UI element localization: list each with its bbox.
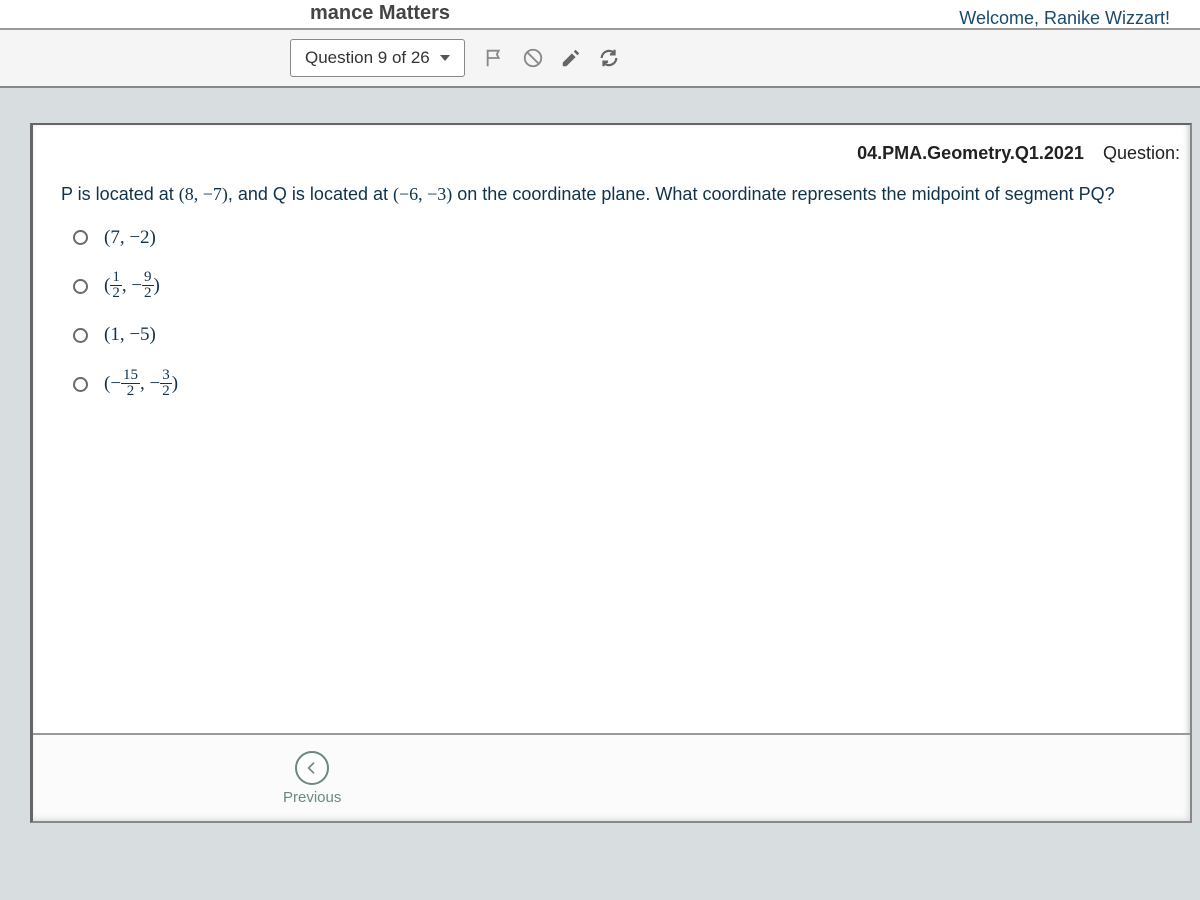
welcome-message: Welcome, Ranike Wizzart!	[959, 8, 1170, 29]
question-body: P is located at (8, −7), and Q is locate…	[33, 174, 1190, 400]
question-text-mid: , and Q is located at	[228, 184, 393, 204]
question-selector-dropdown[interactable]: Question 9 of 26	[290, 39, 465, 77]
pencil-icon[interactable]	[559, 46, 583, 70]
question-text: P is located at (8, −7), and Q is locate…	[61, 180, 1170, 209]
refresh-icon[interactable]	[597, 46, 621, 70]
chevron-down-icon	[440, 55, 450, 61]
p-coordinate: (8, −7)	[179, 184, 228, 204]
toolbar: Question 9 of 26	[0, 30, 1200, 88]
previous-button[interactable]: Previous	[283, 751, 341, 806]
question-panel: 04.PMA.Geometry.Q1.2021 Question: P is l…	[30, 123, 1192, 823]
answer-option-1[interactable]: (7, −2)	[73, 223, 1170, 253]
q-coordinate: (−6, −3)	[393, 184, 452, 204]
question-selector-label: Question 9 of 26	[305, 48, 430, 68]
block-icon[interactable]	[521, 46, 545, 70]
answer-text: (1, −5)	[104, 320, 156, 350]
tool-icons-group	[483, 46, 621, 70]
question-code: 04.PMA.Geometry.Q1.2021	[857, 143, 1084, 163]
radio-button[interactable]	[73, 328, 88, 343]
answer-option-2[interactable]: (12, −92)	[73, 271, 1170, 302]
arrow-left-icon	[295, 751, 329, 785]
radio-button[interactable]	[73, 377, 88, 392]
question-meta: 04.PMA.Geometry.Q1.2021 Question:	[33, 125, 1190, 174]
question-label: Question:	[1103, 143, 1180, 163]
radio-button[interactable]	[73, 230, 88, 245]
answer-option-3[interactable]: (1, −5)	[73, 320, 1170, 350]
answer-text: (−152, −32)	[104, 369, 178, 400]
flag-icon[interactable]	[483, 46, 507, 70]
bottom-nav: Previous	[33, 733, 1190, 821]
question-text-suffix: on the coordinate plane. What coordinate…	[452, 184, 1114, 204]
answer-option-4[interactable]: (−152, −32)	[73, 369, 1170, 400]
answer-text: (7, −2)	[104, 223, 156, 253]
question-text-prefix: P is located at	[61, 184, 179, 204]
radio-button[interactable]	[73, 279, 88, 294]
top-bar: mance Matters Welcome, Ranike Wizzart!	[0, 0, 1200, 30]
answer-text: (12, −92)	[104, 271, 160, 302]
previous-label: Previous	[283, 789, 341, 806]
app-logo-text: mance Matters	[310, 2, 450, 25]
